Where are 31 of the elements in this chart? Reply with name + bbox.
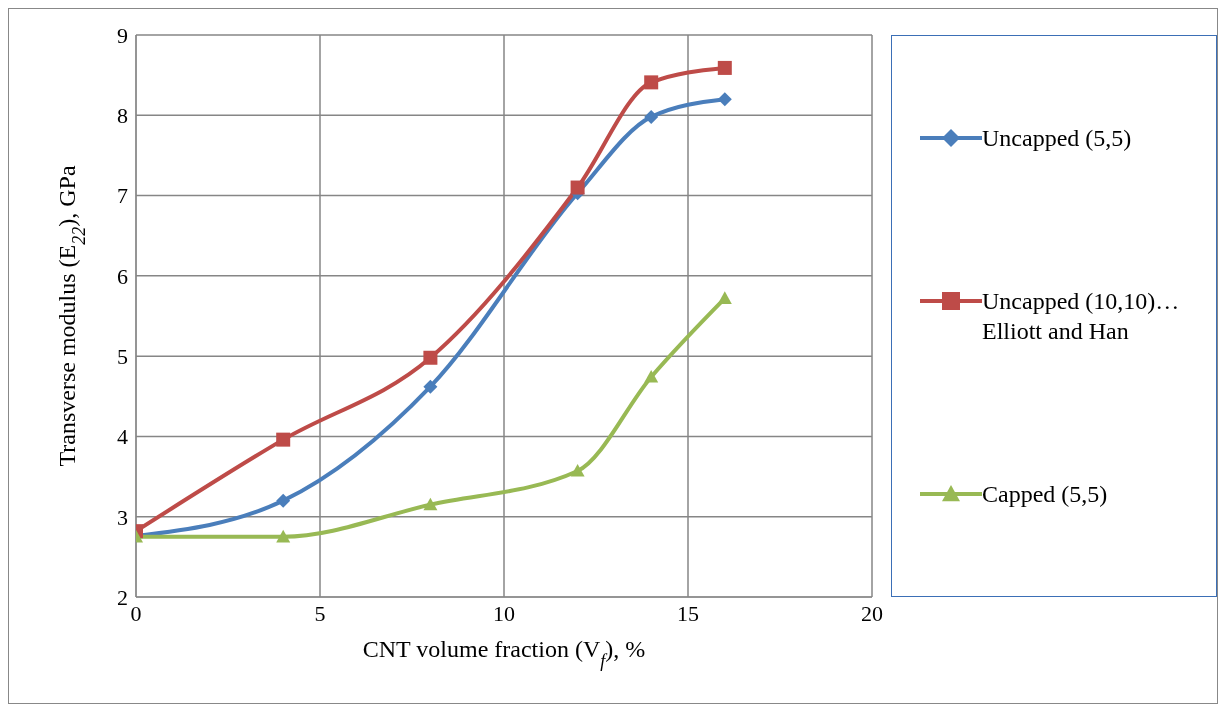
legend-label: Capped (5,5): [982, 480, 1109, 510]
x-tick-label: 20: [861, 600, 883, 626]
x-tick-label: 15: [677, 600, 699, 626]
legend-label: Uncapped (5,5): [982, 123, 1133, 153]
y-tick-label: 4: [117, 424, 128, 450]
legend-label: Uncapped (10,10)…Elliott and Han: [982, 287, 1181, 346]
y-tick-label: 6: [117, 263, 128, 289]
y-tick-label: 9: [117, 22, 128, 48]
x-axis-title: CNT volume fraction (V$_{f}$), %: [362, 636, 646, 671]
y-tick-label: 5: [117, 343, 128, 369]
point: [423, 497, 438, 511]
point: [423, 379, 438, 394]
point: [570, 463, 585, 477]
point: [276, 432, 291, 447]
point: [423, 350, 438, 365]
point: [644, 75, 659, 90]
x-tick-label: 0: [130, 600, 142, 626]
x-tick-label: 10: [493, 600, 515, 626]
point: [644, 109, 659, 124]
point: [570, 180, 585, 195]
y-tick-label: 7: [117, 183, 128, 209]
point: [717, 60, 732, 75]
point: [717, 291, 732, 304]
point: [276, 529, 291, 543]
y-tick-label: 2: [117, 584, 128, 610]
x-tick-label: 5: [314, 600, 326, 626]
point: [276, 493, 291, 508]
y-tick-label: 3: [117, 504, 128, 530]
point: [717, 92, 732, 107]
point: [644, 370, 659, 383]
y-tick-label: 8: [117, 103, 128, 129]
